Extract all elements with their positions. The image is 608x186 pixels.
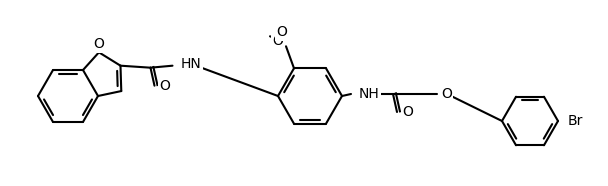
Text: HN: HN: [181, 57, 201, 71]
Text: O: O: [277, 25, 288, 39]
Text: NH: NH: [359, 87, 380, 101]
Text: O: O: [272, 34, 283, 48]
Text: O: O: [159, 79, 170, 93]
Text: O: O: [402, 105, 413, 119]
Text: O: O: [441, 87, 452, 101]
Text: Br: Br: [568, 114, 583, 128]
Text: O: O: [94, 37, 105, 51]
